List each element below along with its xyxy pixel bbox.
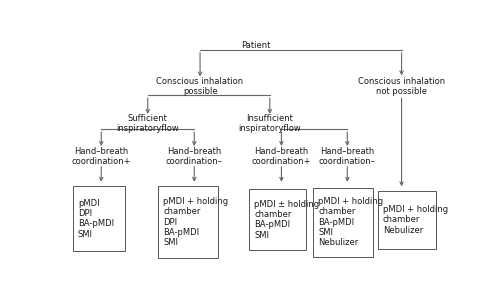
Text: pMDI + holding
chamber
BA-pMDI
SMI
Nebulizer: pMDI + holding chamber BA-pMDI SMI Nebul… (318, 197, 383, 247)
Text: Hand–breath
coordination–: Hand–breath coordination– (166, 147, 222, 166)
Text: Conscious inhalation
possible: Conscious inhalation possible (156, 76, 244, 96)
Text: Sufficient
inspiratoryflow: Sufficient inspiratoryflow (116, 114, 179, 133)
FancyBboxPatch shape (314, 188, 374, 257)
Text: pMDI
DPI
BA-pMDI
SMI: pMDI DPI BA-pMDI SMI (78, 198, 114, 239)
Text: pMDI ± holding
chamber
BA-pMDI
SMI: pMDI ± holding chamber BA-pMDI SMI (254, 200, 319, 240)
Text: pMDI + holding
chamber
DPI
BA-pMDI
SMI: pMDI + holding chamber DPI BA-pMDI SMI (163, 197, 228, 247)
Text: Patient: Patient (242, 41, 271, 50)
FancyBboxPatch shape (73, 186, 126, 251)
Text: Insufficient
inspiratoryflow: Insufficient inspiratoryflow (238, 114, 301, 133)
FancyBboxPatch shape (378, 191, 436, 249)
Text: Hand–breath
coordination–: Hand–breath coordination– (319, 147, 376, 166)
Text: pMDI + holding
chamber
Nebulizer: pMDI + holding chamber Nebulizer (383, 205, 448, 235)
Text: Hand–breath
coordination+: Hand–breath coordination+ (72, 147, 131, 166)
FancyBboxPatch shape (158, 186, 218, 258)
Text: Hand–breath
coordination+: Hand–breath coordination+ (252, 147, 311, 166)
FancyBboxPatch shape (250, 189, 306, 250)
Text: Conscious inhalation
not possible: Conscious inhalation not possible (358, 76, 445, 96)
